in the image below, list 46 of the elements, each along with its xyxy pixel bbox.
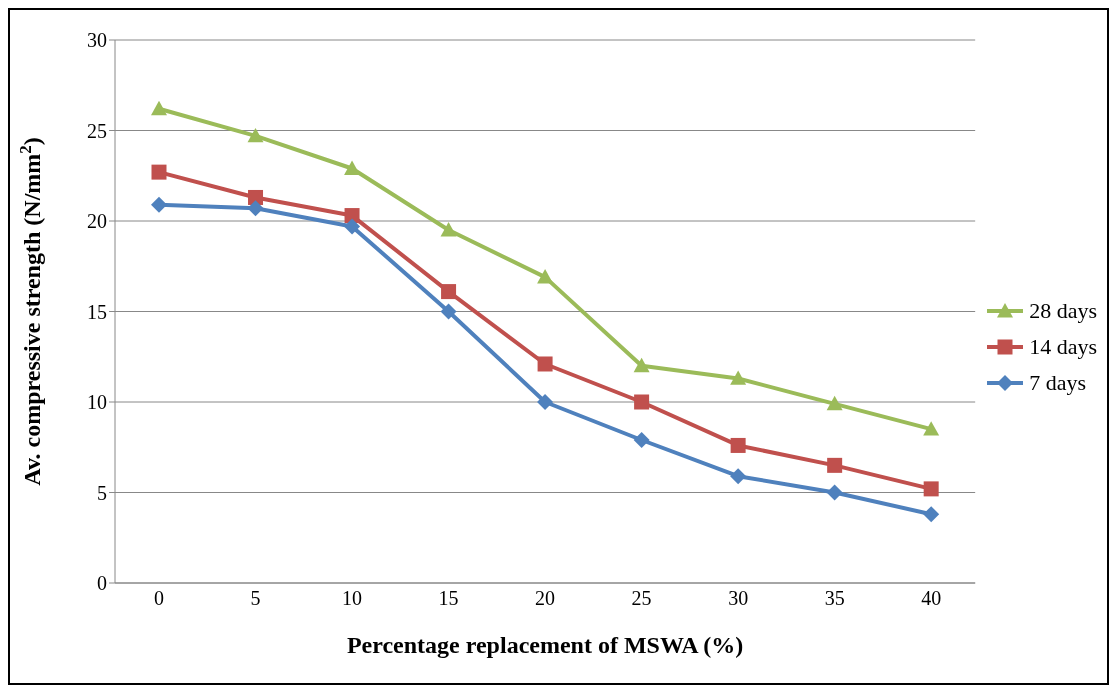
y-tick-label: 15 <box>87 300 107 323</box>
point <box>826 484 843 501</box>
point <box>826 395 843 411</box>
x-tick-label: 10 <box>342 587 363 610</box>
point <box>151 164 167 180</box>
point <box>537 394 554 410</box>
legend-label: 14 days <box>1029 333 1097 360</box>
x-tick-label: 25 <box>631 587 652 610</box>
y-tick-label: 10 <box>87 391 107 414</box>
point <box>634 394 650 410</box>
x-tick-label: 40 <box>921 587 942 610</box>
point <box>730 370 747 385</box>
y-tick-label: 30 <box>87 29 107 52</box>
point <box>151 100 167 116</box>
legend-label: 7 days <box>1029 369 1086 396</box>
point <box>247 200 264 217</box>
x-tick-label: 5 <box>250 587 261 610</box>
point <box>923 421 940 436</box>
x-tick-label: 30 <box>728 587 749 610</box>
point <box>923 506 940 523</box>
y-tick-label: 5 <box>97 481 107 504</box>
point <box>923 481 939 497</box>
x-tick-label: 0 <box>154 587 164 610</box>
x-axis-title: Percentage replacement of MSWA (%) <box>346 632 744 658</box>
point <box>441 284 457 300</box>
point <box>344 218 361 235</box>
point <box>633 432 650 449</box>
point <box>440 222 457 237</box>
point <box>633 357 650 373</box>
point <box>151 196 167 213</box>
point <box>344 160 361 175</box>
point <box>247 127 264 143</box>
x-tick-label: 35 <box>824 587 845 610</box>
x-tick-label: 15 <box>438 587 459 610</box>
y-tick-label: 25 <box>87 119 107 142</box>
point <box>537 269 554 284</box>
point <box>344 208 360 224</box>
point <box>537 356 553 372</box>
x-tick-label: 20 <box>535 587 556 610</box>
y-tick-label: 0 <box>97 572 107 595</box>
point <box>730 468 747 485</box>
legend-label: 28 days <box>1029 297 1097 324</box>
point <box>730 437 746 453</box>
y-tick-label: 20 <box>87 210 107 233</box>
point <box>440 303 457 320</box>
point <box>827 457 843 473</box>
